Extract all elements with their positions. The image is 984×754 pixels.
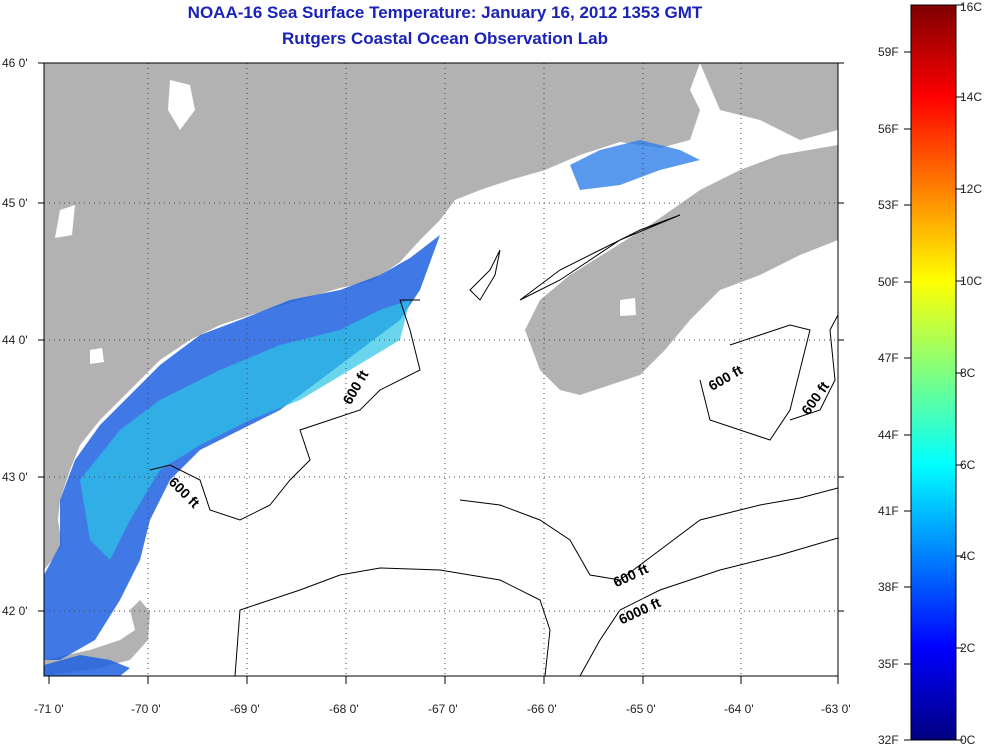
lon-label: -65 0' [626, 702, 656, 716]
sst-south-band [44, 655, 130, 676]
colorbar-fahrenheit-label: 53F [878, 198, 899, 212]
colorbar-celsius-label: 6C [960, 458, 976, 472]
lat-label: 42 0' [2, 604, 28, 618]
map-title: NOAA-16 Sea Surface Temperature: January… [187, 3, 703, 22]
lat-label: 45 0' [2, 196, 28, 210]
colorbar-fahrenheit-label: 35F [878, 657, 899, 671]
cape-cod-land [44, 600, 150, 676]
colorbar-ticks [904, 4, 963, 741]
sst-warm-band [80, 300, 410, 560]
lon-label: -69 0' [230, 702, 260, 716]
map-frame [43, 62, 839, 677]
colorbar-celsius-label: 0C [960, 733, 976, 747]
colorbar-celsius-label: 14C [960, 90, 983, 104]
bathymetry-contours [149, 214, 838, 676]
colorbar-fahrenheit-label: 41F [878, 504, 899, 518]
lat-label: 46 0' [2, 56, 28, 70]
colorbar-fahrenheit-label: 47F [878, 351, 899, 365]
colorbar-celsius-label: 16C [960, 0, 983, 14]
graticule [44, 63, 838, 676]
colorbar-fahrenheit-label: 56F [878, 122, 899, 136]
colorbar-celsius-label: 12C [960, 182, 983, 196]
colorbar-fahrenheit-label: 38F [878, 580, 899, 594]
nova-scotia-land [525, 145, 838, 395]
colorbar-celsius-label: 2C [960, 641, 976, 655]
lon-label: -68 0' [329, 702, 359, 716]
map-subtitle: Rutgers Coastal Ocean Observation Lab [282, 29, 608, 48]
lon-label: -71 0' [34, 702, 64, 716]
lon-label: -63 0' [821, 702, 851, 716]
axis-ticks [38, 62, 844, 684]
colorbar-celsius-label: 4C [960, 549, 976, 563]
lon-label: -70 0' [131, 702, 161, 716]
lat-label: 44 0' [2, 333, 28, 347]
lon-label: -67 0' [428, 702, 458, 716]
sst-bay-of-fundy [570, 140, 700, 190]
lon-label: -64 0' [724, 702, 754, 716]
colorbar-fahrenheit-label: 50F [878, 275, 899, 289]
colorbar-fahrenheit-label: 44F [878, 428, 899, 442]
lat-label: 43 0' [2, 470, 28, 484]
colorbar-celsius-label: 10C [960, 274, 983, 288]
mainland-land [44, 63, 838, 570]
colorbar-fahrenheit-label: 32F [878, 733, 899, 747]
colorbar-celsius-label: 8C [960, 366, 976, 380]
lon-label: -66 0' [527, 702, 557, 716]
upper-right-land [700, 63, 838, 140]
colorbar-fahrenheit-label: 59F [878, 45, 899, 59]
colorbar [910, 4, 957, 741]
